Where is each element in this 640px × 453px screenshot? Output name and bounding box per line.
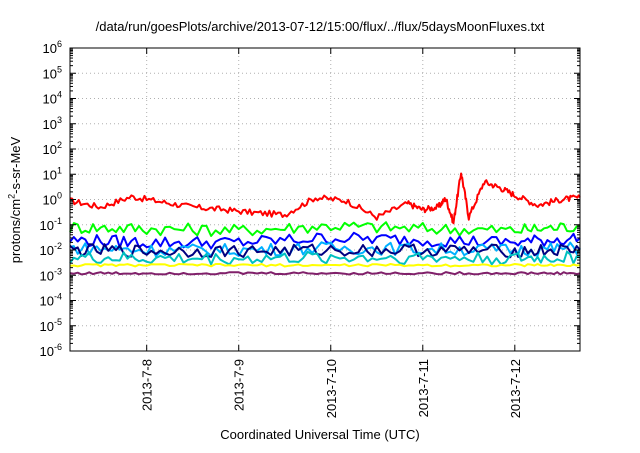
x-axis-label: Coordinated Universal Time (UTC) <box>220 427 420 442</box>
x-tick-label: 2013-7-10 <box>324 359 339 418</box>
y-tick-label: 10-3 <box>40 266 62 283</box>
y-tick-label: 100 <box>43 191 62 208</box>
y-tick-label: 10-2 <box>40 241 62 258</box>
y-tick-label: 10-5 <box>40 317 62 334</box>
x-tick-label: 2013-7-11 <box>416 359 431 417</box>
y-tick-label: 102 <box>43 140 62 157</box>
y-tick-label: 105 <box>43 64 62 81</box>
series-line <box>69 263 581 268</box>
series-line <box>69 243 581 259</box>
y-tick-label: 104 <box>43 90 62 107</box>
series-line <box>69 271 581 276</box>
y-tick-label: 10-1 <box>40 216 62 233</box>
y-tick-label: 101 <box>43 165 62 182</box>
series-line <box>69 221 581 237</box>
x-tick-label: 2013-7-8 <box>140 359 155 411</box>
series-line <box>69 172 581 225</box>
y-tick-label: 106 <box>43 39 62 56</box>
y-axis-label-prefix: protons/cm <box>8 198 23 264</box>
y-axis-label: protons/cm2-s-sr-MeV <box>7 137 23 263</box>
x-tick-label: 2013-7-12 <box>508 359 523 418</box>
y-tick-label: 10-6 <box>40 342 62 359</box>
y-tick-label: 103 <box>43 115 62 132</box>
y-axis-label-suffix: -s-sr-MeV <box>8 136 23 194</box>
y-tick-label: 10-4 <box>40 292 62 309</box>
x-tick-label: 2013-7-9 <box>232 359 247 411</box>
series-line <box>69 250 581 266</box>
y-axis-label-sup: 2 <box>6 193 17 199</box>
chart-title: /data/run/goesPlots/archive/2013-07-12/1… <box>95 19 545 34</box>
